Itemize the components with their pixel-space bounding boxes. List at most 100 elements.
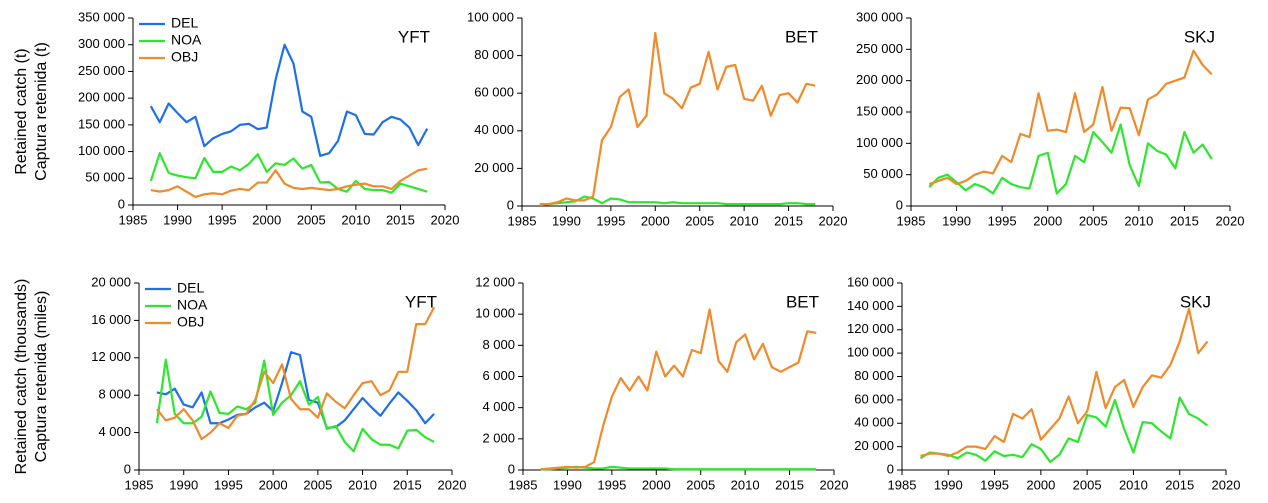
legend-label: NOA [177, 297, 208, 313]
x-tick-label: 1995 [988, 213, 1017, 228]
y-tick-label: 20 000 [854, 438, 894, 453]
x-tick-label: 1995 [208, 212, 237, 227]
x-tick-label: 2010 [1119, 477, 1148, 492]
y-tick-label: 8 000 [98, 387, 131, 402]
x-tick-label: 2020 [1212, 477, 1241, 492]
y-tick-label: 160 000 [847, 274, 894, 289]
y-tick-label: 80 000 [474, 47, 514, 62]
y-tick-label: 0 [896, 197, 903, 212]
x-tick-label: 2010 [348, 477, 377, 492]
x-tick-label: 1990 [942, 213, 971, 228]
y-tick-label: 100 000 [467, 9, 514, 24]
x-tick-label: 2015 [1170, 213, 1199, 228]
y-tick-label: 140 000 [847, 298, 894, 313]
y-tick-label: 0 [507, 197, 514, 212]
y-tick-label: 300 000 [856, 9, 903, 24]
y-tick-label: 60 000 [854, 391, 894, 406]
legend-label: OBJ [171, 49, 198, 65]
x-tick-label: 1985 [509, 477, 538, 492]
y-tick-label: 10 000 [475, 306, 515, 321]
x-tick-label: 2010 [730, 213, 759, 228]
y-tick-label: 4 000 [98, 424, 131, 439]
y-tick-label: 40 000 [474, 122, 514, 137]
series-line [539, 31, 816, 206]
panel-title: BET [785, 27, 818, 46]
x-tick-label: 1985 [897, 213, 926, 228]
series-line [155, 358, 435, 453]
x-tick-label: 2000 [642, 477, 671, 492]
y-tick-label: 12 000 [91, 349, 131, 364]
y-tick-label: 40 000 [854, 415, 894, 430]
y-tick-label: 12 000 [475, 274, 515, 289]
y-tick-label: 0 [887, 461, 894, 476]
y-tick-label: 2 000 [482, 430, 515, 445]
series-line [540, 465, 817, 471]
x-tick-label: 1995 [596, 213, 625, 228]
y-tick-label: 250 000 [856, 41, 903, 56]
series-line [150, 167, 428, 199]
x-tick-label: 2015 [775, 477, 804, 492]
x-tick-label: 1990 [553, 477, 582, 492]
x-tick-label: 2005 [303, 477, 332, 492]
x-tick-label: 1985 [888, 477, 917, 492]
x-tick-label: 2010 [1124, 213, 1153, 228]
panel-title: YFT [398, 27, 430, 46]
x-tick-label: 1990 [552, 213, 581, 228]
series-line [928, 123, 1213, 195]
y-tick-label: 150 000 [78, 116, 125, 131]
x-tick-label: 2020 [820, 477, 849, 492]
x-tick-label: 2015 [393, 477, 422, 492]
x-tick-label: 1995 [597, 477, 626, 492]
x-tick-label: 1985 [508, 213, 537, 228]
x-tick-label: 1990 [169, 477, 198, 492]
y-tick-label: 0 [508, 461, 515, 476]
x-tick-label: 2000 [1026, 477, 1055, 492]
y-tick-label: 80 000 [854, 368, 894, 383]
x-tick-label: 2020 [431, 212, 460, 227]
y-axis-label: Captura retenida (t) [33, 42, 50, 181]
x-tick-label: 1990 [163, 212, 192, 227]
y-tick-label: 250 000 [78, 63, 125, 78]
x-tick-label: 2015 [774, 213, 803, 228]
y-axis-label: Retained catch (t) [13, 48, 30, 174]
y-tick-label: 20 000 [474, 160, 514, 175]
series-line [928, 49, 1213, 186]
y-tick-label: 350 000 [78, 9, 125, 24]
series-line [156, 306, 436, 441]
panel-title: SKJ [1180, 292, 1211, 311]
x-tick-label: 2020 [438, 477, 467, 492]
x-tick-label: 2005 [685, 213, 714, 228]
x-tick-label: 2015 [1165, 477, 1194, 492]
y-tick-label: 100 000 [856, 135, 903, 150]
x-tick-label: 1995 [214, 477, 243, 492]
x-tick-label: 2000 [1033, 213, 1062, 228]
y-tick-label: 0 [124, 461, 131, 476]
x-tick-label: 2000 [641, 213, 670, 228]
series-line [920, 307, 1209, 458]
x-tick-label: 2000 [252, 212, 281, 227]
x-tick-label: 2010 [341, 212, 370, 227]
y-tick-label: 50 000 [863, 166, 903, 181]
y-tick-label: 150 000 [856, 103, 903, 118]
y-tick-label: 120 000 [847, 321, 894, 336]
series-line [539, 195, 816, 207]
series-line [919, 396, 1209, 463]
legend-label: NOA [171, 32, 202, 48]
series-line [149, 43, 429, 157]
y-axis-label: Retained catch (thousands) [13, 279, 30, 475]
legend-label: DEL [177, 280, 204, 296]
y-tick-label: 100 000 [78, 143, 125, 158]
y-tick-label: 60 000 [474, 85, 514, 100]
y-tick-label: 4 000 [482, 399, 515, 414]
panel-title: YFT [405, 292, 437, 311]
series-line [540, 308, 817, 471]
y-tick-label: 0 [118, 196, 125, 211]
x-tick-label: 2010 [731, 477, 760, 492]
y-axis-label: Captura retenida (miles) [33, 291, 50, 463]
x-tick-label: 2020 [1216, 213, 1245, 228]
x-tick-label: 2015 [386, 212, 415, 227]
y-tick-label: 6 000 [482, 368, 515, 383]
y-tick-label: 50 000 [85, 170, 125, 185]
legend-label: DEL [171, 15, 198, 31]
